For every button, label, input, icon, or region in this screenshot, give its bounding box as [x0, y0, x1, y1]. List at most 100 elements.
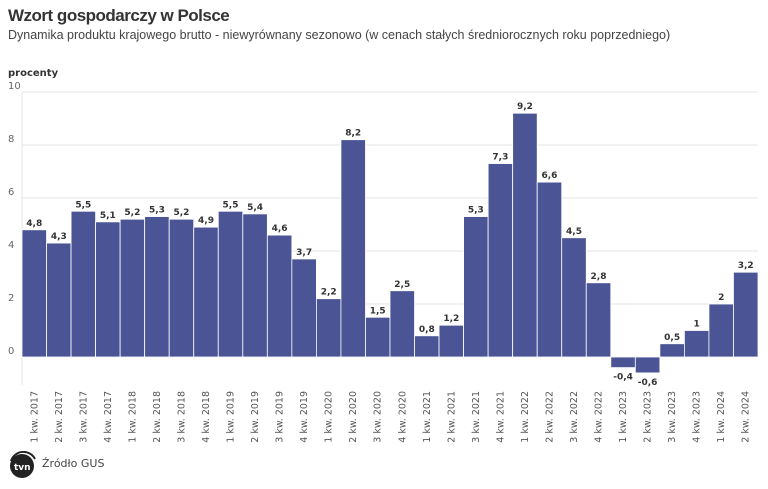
bar	[512, 112, 538, 358]
tvn24-logo: tvn	[10, 451, 36, 478]
data-label: 3,2	[738, 261, 754, 271]
bar	[561, 237, 587, 358]
y-tick-label: 0	[8, 346, 14, 357]
x-tick-label: 3 kw. 2019	[275, 391, 286, 443]
x-tick-label: 3 kw. 2018	[176, 391, 187, 443]
bar	[340, 139, 366, 358]
x-tick-label: 2 kw. 2021	[446, 391, 457, 443]
bar	[266, 234, 293, 358]
data-label: -0,4	[613, 373, 633, 383]
data-label: 4,6	[272, 224, 288, 234]
bar	[119, 218, 146, 358]
data-label: 2	[718, 293, 724, 303]
x-tick-label: 4 kw. 2018	[201, 391, 212, 443]
x-tick-label: 2 kw. 2024	[741, 391, 752, 443]
x-tick-label: 3 kw. 2017	[78, 391, 89, 443]
bar	[684, 330, 710, 358]
data-label: -0,6	[638, 378, 658, 388]
data-label: 5,3	[149, 206, 165, 216]
data-label: 7,3	[492, 153, 508, 163]
bar	[291, 258, 317, 358]
x-tick-label: 2 kw. 2017	[54, 391, 65, 443]
data-label: 4,9	[198, 216, 214, 226]
bar	[659, 343, 685, 358]
y-axis-label: procenty	[8, 68, 59, 79]
bar	[95, 221, 121, 358]
data-label: 4,3	[51, 232, 67, 242]
x-tick-label: 1 kw. 2018	[127, 391, 138, 443]
data-label: 2,8	[591, 272, 607, 282]
bar	[193, 226, 219, 358]
bar	[217, 210, 244, 358]
bar	[463, 216, 489, 358]
data-label: 5,2	[173, 208, 189, 218]
x-tick-label: 2 kw. 2018	[152, 391, 163, 443]
x-tick-label: 1 kw. 2020	[324, 391, 335, 443]
bar	[365, 316, 391, 358]
x-tick-label: 4 kw. 2023	[692, 391, 703, 443]
bar	[487, 163, 514, 358]
data-label: 5,2	[124, 208, 140, 218]
x-tick-label: 2 kw. 2023	[643, 391, 654, 443]
x-tick-label: 2 kw. 2020	[348, 391, 359, 443]
data-label: 2,2	[321, 288, 337, 298]
data-label: 8,2	[345, 129, 361, 139]
bar	[46, 242, 72, 358]
y-tick-label: 10	[8, 81, 21, 92]
x-tick-label: 4 kw. 2021	[495, 391, 506, 443]
x-tick-label: 3 kw. 2023	[667, 391, 678, 443]
x-tick-label: 1 kw. 2017	[29, 391, 40, 443]
data-label: 5,3	[468, 206, 484, 216]
y-tick-label: 2	[8, 293, 14, 304]
chart-subtitle: Dynamika produktu krajowego brutto - nie…	[8, 28, 671, 42]
y-tick-label: 6	[8, 187, 14, 198]
bar	[585, 282, 612, 358]
data-label: 5,5	[223, 200, 239, 210]
bar	[21, 229, 47, 358]
bar	[389, 290, 415, 358]
bar	[438, 324, 465, 358]
x-tick-label: 2 kw. 2022	[544, 391, 555, 443]
svg-text:tvn: tvn	[14, 463, 31, 473]
data-label: 3,7	[296, 248, 312, 258]
data-label: 0,8	[419, 325, 435, 335]
x-tick-label: 1 kw. 2023	[618, 391, 629, 443]
data-label: 5,4	[247, 203, 263, 213]
x-tick-label: 3 kw. 2022	[569, 391, 580, 443]
x-tick-label: 4 kw. 2017	[103, 391, 114, 443]
y-tick-label: 8	[8, 134, 14, 145]
x-tick-label: 1 kw. 2024	[716, 391, 727, 443]
data-label: 4,5	[566, 227, 582, 237]
x-tick-label: 4 kw. 2022	[594, 391, 605, 443]
bar	[634, 356, 661, 374]
data-label: 1,5	[370, 306, 386, 316]
data-label: 9,2	[517, 102, 533, 112]
data-label: 5,5	[75, 200, 91, 210]
bar	[70, 210, 96, 358]
bar	[733, 271, 759, 358]
data-label: 1	[694, 320, 700, 330]
x-tick-label: 1 kw. 2022	[520, 391, 531, 443]
bar	[536, 181, 563, 358]
source-note: Źródło GUS	[42, 457, 105, 470]
data-label: 0,5	[664, 333, 680, 343]
data-label: 5,1	[100, 211, 116, 221]
x-tick-label: 3 kw. 2021	[471, 391, 482, 443]
chart-title: Wzort gospodarczy w Polsce	[8, 6, 230, 25]
x-tick-label: 3 kw. 2020	[373, 391, 384, 443]
bar	[144, 216, 170, 358]
x-tick-label: 1 kw. 2021	[422, 391, 433, 443]
bar	[414, 335, 440, 358]
bar-chart: 0 2 4 6 8 10 4,8 1 kw. 2017 4,3 2 kw. 2017 5,5 3 kw…	[8, 81, 759, 443]
data-label: 6,6	[541, 171, 557, 181]
y-tick-label: 4	[8, 240, 14, 251]
x-tick-label: 1 kw. 2019	[226, 391, 237, 443]
bar	[610, 356, 636, 369]
data-label: 2,5	[394, 280, 410, 290]
bar	[708, 303, 734, 358]
x-tick-label: 4 kw. 2019	[299, 391, 310, 443]
data-label: 1,2	[443, 314, 459, 324]
x-tick-label: 4 kw. 2020	[397, 391, 408, 443]
bar	[315, 298, 342, 358]
x-tick-label: 2 kw. 2019	[250, 391, 261, 443]
